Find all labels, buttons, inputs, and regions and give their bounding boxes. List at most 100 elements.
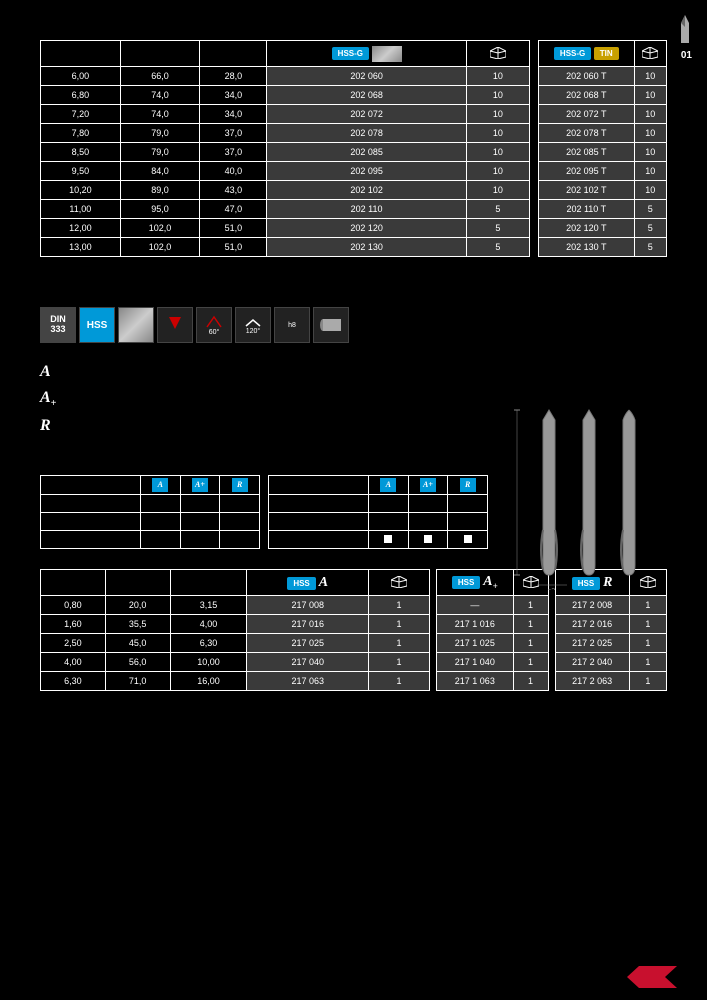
table-cell: 217 2 063	[555, 672, 629, 691]
table-cell: 217 063	[247, 672, 369, 691]
table-row: 11,0095,047,0202 1105	[41, 200, 530, 219]
table-cell: 37,0	[200, 143, 267, 162]
svg-text:⌀2: ⌀2	[547, 588, 555, 590]
table-cell: 7,20	[41, 105, 121, 124]
table-cell: 13,00	[41, 238, 121, 257]
table-cell: 6,30	[41, 672, 106, 691]
table-cell	[448, 531, 488, 549]
table-cell: 217 1 016	[437, 615, 514, 634]
table-cell	[180, 513, 220, 531]
table-cell	[180, 531, 220, 549]
form-symbol: A	[40, 363, 70, 381]
col-header-pack	[634, 41, 666, 67]
table-cell: 217 2 016	[555, 615, 629, 634]
table-cell: 37,0	[200, 124, 267, 143]
table-row	[269, 513, 488, 531]
table-cell	[220, 495, 260, 513]
table-row	[269, 531, 488, 549]
spec-table-tin: HSS-G TIN 202 060 T10202 068 T10202 072 …	[538, 40, 667, 257]
table-cell: 5	[466, 238, 529, 257]
form-symbol: R	[40, 417, 70, 435]
table-cell: 28,0	[200, 67, 267, 86]
table-cell: 10	[466, 181, 529, 200]
col-header	[200, 41, 267, 67]
table-row: 6,8074,034,0202 06810	[41, 86, 530, 105]
table-cell: 10	[634, 86, 666, 105]
spec-table-a: HSSA 0,8020,03,15217 00811,6035,54,00217…	[40, 569, 430, 691]
table-cell: 202 060	[267, 67, 466, 86]
form-row: A	[40, 363, 667, 381]
table-cell: 5	[634, 219, 666, 238]
table-row: 13,00102,051,0202 1305	[41, 238, 530, 257]
table-cell: 10	[466, 67, 529, 86]
table-cell: 5	[466, 200, 529, 219]
table-cell: 202 068 T	[539, 86, 635, 105]
table-cell: 202 110	[267, 200, 466, 219]
col-header: A	[369, 476, 409, 495]
table-cell: 217 025	[247, 634, 369, 653]
table-cell: 12,00	[41, 219, 121, 238]
table-cell	[448, 495, 488, 513]
product-image: ⌀2	[507, 390, 657, 590]
table-cell: 5	[466, 219, 529, 238]
table-cell: 202 102 T	[539, 181, 635, 200]
table-cell: 202 130	[267, 238, 466, 257]
tolerance-badge: h8	[274, 307, 310, 343]
table-row	[269, 495, 488, 513]
table-cell: 6,80	[41, 86, 121, 105]
table-cell: 10	[466, 105, 529, 124]
table-cell: 1	[368, 653, 429, 672]
table-cell: 1	[368, 634, 429, 653]
table-cell: —	[437, 596, 514, 615]
table-row: 217 1 0631	[437, 672, 549, 691]
table-row: 217 2 0251	[555, 634, 667, 653]
angle-60-icon: 60°	[196, 307, 232, 343]
col-header	[41, 476, 141, 495]
table-cell: 74,0	[120, 86, 200, 105]
table-row: 10,2089,043,0202 10210	[41, 181, 530, 200]
table-row	[41, 495, 260, 513]
table-row: —1	[437, 596, 549, 615]
table-cell	[220, 513, 260, 531]
table-cell: 16,00	[170, 672, 247, 691]
table-cell: 202 120	[267, 219, 466, 238]
spec-icon-row: DIN333 HSS 60° 120° h8	[40, 307, 667, 343]
table-row	[41, 513, 260, 531]
col-header: A+	[408, 476, 448, 495]
table-row: 4,0056,010,00217 0401	[41, 653, 430, 672]
table-cell: 202 060 T	[539, 67, 635, 86]
table-cell: 84,0	[120, 162, 200, 181]
table-row: 217 2 0401	[555, 653, 667, 672]
form-symbol: A+	[40, 389, 70, 409]
col-header: R	[220, 476, 260, 495]
table-cell: 102,0	[120, 238, 200, 257]
table-cell: 217 1 063	[437, 672, 514, 691]
table-cell: 217 040	[247, 653, 369, 672]
col-header: R	[448, 476, 488, 495]
spec-table-section-1: HSS-G 6,0066,028,0202 060106,8074,034,02…	[40, 40, 667, 257]
table-cell: 202 085	[267, 143, 466, 162]
table-cell: 7,80	[41, 124, 121, 143]
table-cell: 79,0	[120, 124, 200, 143]
table-cell	[220, 531, 260, 549]
table-cell	[41, 495, 141, 513]
col-header: HSSA+	[437, 570, 514, 596]
table-cell: 45,0	[105, 634, 170, 653]
col-header: A	[141, 476, 181, 495]
table-cell	[141, 531, 181, 549]
table-cell: 34,0	[200, 86, 267, 105]
table-cell: 102,0	[120, 219, 200, 238]
table-cell: 217 016	[247, 615, 369, 634]
material-table-left: A A+ R	[40, 475, 260, 549]
table-cell: 6,30	[170, 634, 247, 653]
table-cell: 217 1 025	[437, 634, 514, 653]
table-cell	[408, 531, 448, 549]
table-cell	[448, 513, 488, 531]
spec-icon	[157, 307, 193, 343]
drill-bit-icon	[675, 15, 695, 45]
angle-120-icon: 120°	[235, 307, 271, 343]
table-cell: 11,00	[41, 200, 121, 219]
col-header	[120, 41, 200, 67]
hss-badge: HSS	[79, 307, 115, 343]
table-cell: 10	[466, 143, 529, 162]
